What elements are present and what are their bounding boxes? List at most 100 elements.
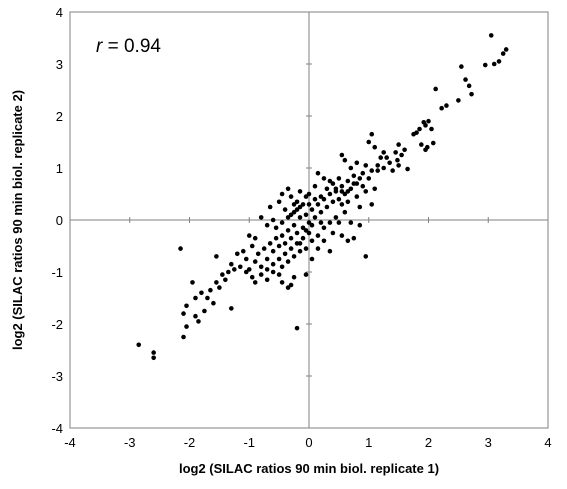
data-point bbox=[264, 222, 270, 228]
data-point bbox=[279, 264, 285, 270]
x-axis-title: log2 (SILAC ratios 90 min biol. replicat… bbox=[179, 461, 439, 476]
data-point bbox=[297, 204, 303, 210]
y-tick-label: 4 bbox=[56, 5, 63, 20]
data-point bbox=[369, 131, 375, 137]
data-point bbox=[303, 272, 309, 277]
data-point bbox=[429, 126, 434, 132]
data-point bbox=[184, 324, 189, 329]
data-point bbox=[318, 220, 324, 225]
data-point bbox=[217, 285, 222, 290]
data-point bbox=[312, 183, 318, 189]
data-point bbox=[208, 287, 213, 293]
data-point bbox=[384, 155, 389, 160]
data-point bbox=[330, 230, 336, 236]
data-point bbox=[273, 225, 279, 231]
y-tick-label: 3 bbox=[56, 57, 63, 72]
data-point bbox=[243, 269, 249, 275]
data-point bbox=[193, 313, 198, 319]
data-point bbox=[300, 235, 306, 241]
data-point bbox=[229, 261, 234, 267]
y-tick-label: -2 bbox=[51, 317, 63, 332]
data-point bbox=[184, 303, 189, 309]
data-point bbox=[252, 235, 258, 241]
data-point bbox=[235, 251, 240, 257]
x-tick-label: 2 bbox=[425, 435, 432, 450]
data-point bbox=[354, 194, 360, 199]
data-point bbox=[327, 178, 333, 184]
y-axis-title: log2 (SILAC ratios 90 min biol. replicat… bbox=[10, 90, 25, 350]
data-point bbox=[270, 269, 276, 275]
data-point bbox=[199, 290, 204, 296]
data-point bbox=[303, 228, 309, 233]
data-point bbox=[315, 170, 321, 176]
data-point bbox=[357, 222, 363, 228]
data-point bbox=[339, 233, 345, 238]
data-point bbox=[378, 155, 384, 160]
data-point bbox=[327, 248, 333, 254]
data-point bbox=[321, 225, 327, 231]
data-point bbox=[396, 163, 401, 168]
data-point bbox=[285, 285, 291, 290]
data-point bbox=[369, 168, 375, 173]
data-point bbox=[237, 264, 243, 270]
data-point bbox=[300, 225, 306, 231]
data-point bbox=[339, 202, 345, 207]
y-tick-label: -4 bbox=[51, 421, 63, 436]
data-point bbox=[211, 300, 216, 306]
data-point bbox=[214, 254, 219, 259]
data-point bbox=[351, 235, 357, 241]
data-point bbox=[261, 246, 267, 251]
data-point bbox=[258, 264, 264, 270]
data-point bbox=[306, 191, 312, 197]
data-point bbox=[433, 86, 438, 92]
data-point bbox=[336, 220, 342, 225]
x-tick-label: 0 bbox=[305, 435, 312, 450]
data-point bbox=[375, 168, 381, 173]
data-point bbox=[288, 194, 294, 199]
data-point bbox=[351, 173, 357, 179]
data-point bbox=[202, 308, 207, 314]
data-point bbox=[255, 251, 261, 257]
data-point bbox=[297, 248, 303, 254]
data-point bbox=[309, 222, 315, 228]
data-point bbox=[488, 33, 494, 38]
data-point bbox=[363, 189, 369, 194]
data-point bbox=[276, 199, 282, 205]
data-point bbox=[417, 126, 422, 132]
data-point bbox=[327, 191, 333, 197]
data-point bbox=[291, 202, 297, 207]
data-point bbox=[345, 189, 351, 194]
data-point bbox=[324, 204, 330, 210]
data-point bbox=[223, 277, 228, 283]
data-point bbox=[267, 204, 273, 210]
data-point bbox=[252, 259, 258, 264]
data-point bbox=[309, 238, 315, 244]
data-point bbox=[439, 105, 444, 111]
data-point bbox=[369, 202, 375, 207]
data-point bbox=[463, 77, 468, 82]
data-point bbox=[229, 306, 234, 311]
data-point bbox=[399, 152, 404, 158]
data-point bbox=[357, 204, 363, 210]
data-point bbox=[321, 238, 327, 244]
data-point bbox=[240, 248, 246, 254]
data-point bbox=[363, 254, 369, 259]
x-tick-label: -3 bbox=[124, 435, 136, 450]
data-point bbox=[336, 176, 342, 181]
data-point bbox=[294, 230, 300, 236]
data-point bbox=[226, 269, 231, 275]
data-point bbox=[318, 209, 324, 215]
data-point bbox=[285, 259, 291, 264]
data-point bbox=[381, 165, 386, 171]
data-point bbox=[411, 131, 416, 137]
data-point bbox=[482, 62, 488, 68]
data-point bbox=[258, 272, 264, 277]
data-point bbox=[372, 144, 378, 150]
data-point bbox=[312, 196, 318, 202]
data-point bbox=[491, 61, 497, 67]
data-point bbox=[342, 209, 348, 215]
data-point bbox=[249, 274, 255, 280]
data-point bbox=[288, 282, 294, 288]
data-point bbox=[282, 251, 288, 257]
y-axis-ticks: -4 -3 -2 -1 0 1 2 3 4 bbox=[51, 5, 312, 436]
